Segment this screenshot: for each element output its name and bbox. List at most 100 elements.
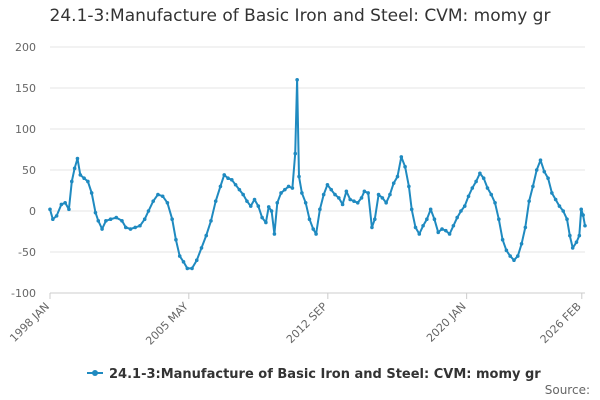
y-tick-label: -100 (11, 287, 36, 300)
data-point (75, 156, 80, 161)
data-point (466, 194, 471, 199)
data-point (69, 179, 74, 184)
grid-lines (50, 46, 585, 294)
data-point (104, 219, 108, 223)
data-point (82, 176, 86, 180)
data-point (108, 217, 113, 221)
data-point (531, 184, 535, 189)
data-point (329, 187, 334, 192)
y-tick-label: 0 (29, 205, 36, 218)
y-tick-label: 200 (15, 41, 36, 54)
data-point (359, 196, 364, 200)
data-point (275, 201, 280, 205)
data-point (553, 197, 558, 202)
data-point (300, 191, 304, 195)
data-point (93, 210, 98, 215)
data-point (366, 191, 370, 195)
data-point (440, 227, 444, 231)
data-point (133, 225, 138, 230)
data-point (395, 174, 400, 179)
data-point (583, 223, 587, 228)
data-point (67, 207, 71, 212)
y-tick-label: 100 (15, 123, 36, 136)
data-point (451, 223, 456, 228)
data-point (462, 204, 467, 208)
data-point (538, 158, 543, 162)
data-point (78, 173, 83, 177)
data-point (177, 254, 182, 258)
data-point (160, 194, 165, 199)
data-point (213, 199, 218, 203)
x-tick-label: 1998 JAN (7, 300, 52, 345)
data-point (485, 186, 490, 190)
data-point (89, 191, 94, 195)
data-point (190, 266, 194, 271)
data-point (165, 201, 170, 205)
y-tick-label: 150 (15, 82, 36, 95)
data-point (314, 232, 318, 236)
data-point (500, 237, 505, 242)
data-point (428, 207, 433, 212)
data-point (237, 187, 242, 192)
data-point (570, 246, 575, 250)
data-point (185, 266, 190, 271)
legend[interactable]: 24.1-3:Manufacture of Basic Iron and Ste… (87, 367, 541, 382)
data-point (447, 232, 452, 236)
data-point (432, 217, 437, 221)
data-point (181, 260, 186, 264)
y-tick-label: -50 (18, 246, 36, 259)
data-point (561, 209, 566, 213)
data-point (546, 176, 550, 180)
data-point (436, 230, 441, 235)
data-point (128, 227, 133, 231)
data-point (370, 225, 374, 230)
data-point (565, 217, 569, 221)
data-point (407, 184, 411, 189)
data-point (194, 258, 199, 263)
data-point (459, 209, 463, 213)
data-point (63, 201, 67, 205)
data-point (241, 192, 245, 197)
data-point (100, 227, 104, 231)
series-layer (48, 78, 587, 271)
data-point (504, 248, 509, 253)
data-point (581, 213, 585, 217)
data-point (209, 219, 213, 223)
data-point (376, 192, 381, 197)
data-point (295, 78, 299, 82)
data-point (577, 233, 582, 238)
data-point (344, 189, 349, 194)
data-point (256, 204, 261, 208)
data-point (123, 225, 128, 230)
data-point (384, 201, 388, 205)
data-point (297, 174, 301, 179)
x-tick-label: 2020 JAN (424, 300, 469, 345)
data-point (204, 233, 209, 238)
data-point (388, 192, 392, 197)
data-point (252, 197, 257, 202)
data-point (290, 186, 295, 190)
data-point (568, 233, 572, 238)
data-point (174, 237, 178, 242)
series-line (49, 78, 586, 270)
data-point (51, 217, 55, 221)
data-point (156, 192, 160, 197)
legend-swatch-marker (92, 370, 98, 376)
data-point (138, 223, 142, 228)
data-point (497, 217, 501, 221)
data-point (293, 151, 298, 156)
y-tick-label: 50 (22, 164, 36, 177)
data-point (391, 181, 396, 185)
data-point (470, 186, 475, 190)
data-point (269, 209, 274, 213)
data-point (311, 227, 316, 231)
data-point (372, 217, 377, 221)
data-point (362, 189, 367, 194)
data-point (222, 173, 227, 177)
data-point (337, 196, 341, 200)
chart-title: 24.1-3:Manufacture of Basic Iron and Ste… (49, 6, 551, 26)
data-point (266, 205, 271, 209)
data-point (542, 169, 547, 174)
data-point (512, 258, 516, 263)
data-point (72, 166, 77, 171)
